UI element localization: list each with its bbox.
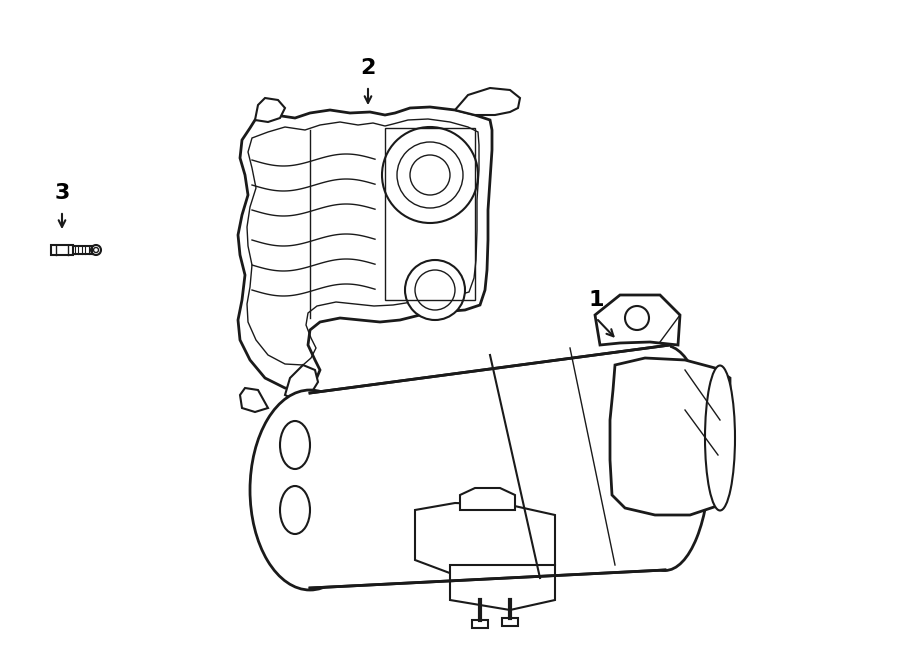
- Text: 3: 3: [54, 183, 69, 203]
- FancyBboxPatch shape: [502, 618, 518, 626]
- FancyBboxPatch shape: [472, 620, 488, 628]
- Polygon shape: [310, 345, 670, 588]
- Circle shape: [625, 306, 649, 330]
- Polygon shape: [285, 365, 318, 400]
- Polygon shape: [255, 98, 285, 122]
- Polygon shape: [450, 565, 555, 610]
- Ellipse shape: [280, 486, 310, 534]
- Circle shape: [415, 270, 455, 310]
- Polygon shape: [460, 488, 515, 510]
- Polygon shape: [595, 295, 680, 345]
- Text: 2: 2: [360, 58, 375, 78]
- Polygon shape: [610, 358, 730, 515]
- Ellipse shape: [280, 421, 310, 469]
- FancyBboxPatch shape: [51, 245, 73, 255]
- Circle shape: [382, 127, 478, 223]
- Circle shape: [397, 142, 463, 208]
- Circle shape: [405, 260, 465, 320]
- Ellipse shape: [620, 346, 710, 570]
- Polygon shape: [238, 107, 492, 390]
- Circle shape: [91, 245, 101, 255]
- Polygon shape: [240, 388, 268, 412]
- Polygon shape: [415, 503, 555, 575]
- Ellipse shape: [250, 390, 370, 590]
- Polygon shape: [455, 88, 520, 115]
- Circle shape: [94, 247, 98, 253]
- Circle shape: [410, 155, 450, 195]
- Text: 1: 1: [589, 290, 604, 310]
- Ellipse shape: [705, 366, 735, 510]
